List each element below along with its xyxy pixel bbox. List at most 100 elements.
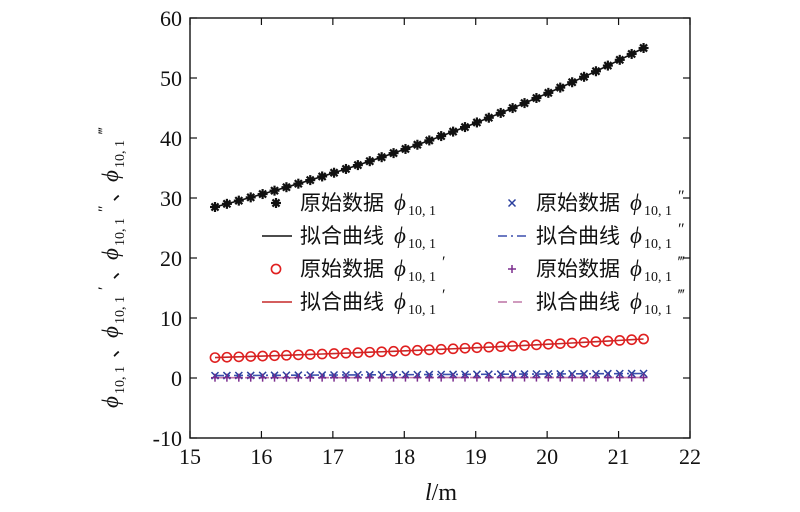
circle-marker [400, 345, 411, 357]
plus-marker [330, 373, 339, 382]
legend-subscript: 10, 1 [644, 303, 672, 318]
plot-frame [189, 17, 691, 439]
y-title-prime: ‴ [96, 127, 113, 134]
legend-label: 拟合曲线 [300, 224, 384, 248]
circle-marker [270, 263, 282, 275]
circle-marker [542, 338, 554, 350]
star-marker [271, 198, 281, 208]
circle-marker [316, 348, 328, 360]
circle-marker [435, 343, 447, 355]
star-marker [590, 66, 601, 77]
plus-marker [425, 373, 434, 382]
circle-marker [447, 343, 459, 355]
legend-subscript: 10, 1 [408, 204, 436, 219]
plot-border [189, 17, 691, 439]
legend-item: 原始数据 ϕ 10, 1 [271, 190, 436, 219]
star-marker [340, 163, 351, 174]
plus-marker [461, 373, 469, 382]
plus-marker [258, 373, 267, 382]
circle-marker [364, 346, 376, 358]
y-title-subscript: 10, 1 [113, 366, 128, 394]
plus-marker [389, 373, 398, 382]
legend-item: 原始数据 ϕ 10, 1 ′ [270, 254, 446, 285]
circle-marker [281, 349, 292, 361]
plus-marker [449, 373, 458, 382]
y-title-subscript: 10, 1 [113, 296, 128, 324]
series-line-1 [214, 47, 644, 208]
plus-marker [556, 373, 565, 382]
plus-marker [496, 373, 505, 382]
legend-prime: ″ [678, 221, 685, 238]
plus-marker [222, 373, 231, 382]
y-title-separator: 、 [99, 337, 123, 358]
legend-item: 原始数据 ϕ 10, 1 ″ [507, 188, 685, 219]
circle-marker [411, 344, 423, 356]
x-marker [639, 369, 648, 378]
legend-prime: ‴ [678, 254, 685, 271]
circle-marker [614, 334, 626, 346]
star-marker [269, 185, 280, 196]
legend-symbol: ϕ [394, 256, 406, 281]
star-marker [602, 60, 613, 71]
legend-item: 拟合曲线 ϕ 10, 1 [262, 223, 436, 252]
star-marker [579, 71, 590, 82]
circle-marker [495, 341, 507, 352]
circle-marker [602, 335, 614, 347]
star-marker [412, 139, 423, 150]
plus-marker [508, 373, 517, 382]
legend-symbol: ϕ [630, 256, 642, 281]
x-tick-label: 15 [179, 444, 201, 469]
plus-marker [627, 373, 636, 382]
series-line-path [214, 47, 644, 208]
y-title-prime: ″ [96, 205, 113, 212]
plus-marker [508, 265, 516, 273]
star-marker [448, 126, 459, 137]
y-axis-title: ϕ10, 1、ϕ10, 1′、ϕ10, 1″、ϕ10, 1‴ [96, 127, 128, 408]
x-tick-label: 21 [608, 444, 630, 469]
circle-marker [328, 348, 340, 359]
x-marker [507, 198, 517, 208]
star-marker [305, 175, 316, 186]
x-tick-label: 18 [393, 444, 415, 469]
plus-marker [413, 373, 422, 382]
plus-marker [282, 373, 291, 382]
x-axis: 15 16 17 18 19 20 21 22 [179, 18, 701, 469]
star-marker [329, 167, 340, 178]
star-marker [519, 98, 530, 109]
legend-label: 原始数据 [536, 191, 620, 215]
plus-marker [484, 373, 493, 382]
legend-prime: ′ [442, 254, 446, 271]
legend-symbol: ϕ [630, 289, 642, 314]
star-marker [376, 152, 387, 163]
plus-marker [377, 373, 386, 382]
plus-marker [568, 373, 577, 382]
x-tick-label: 16 [250, 444, 272, 469]
circle-marker [304, 349, 316, 360]
y-title-subscript: 10, 1 [113, 218, 128, 246]
y-title-symbol: ϕ [98, 326, 123, 338]
plus-marker [246, 373, 255, 382]
legend-prime: ″ [678, 188, 685, 205]
series-line-3 [214, 338, 644, 359]
y-title-separator: 、 [99, 181, 123, 202]
plus-marker [472, 373, 481, 382]
circle-marker [340, 347, 352, 359]
legend-item: 原始数据 ϕ 10, 1 ‴ [508, 254, 685, 285]
series-layer [209, 43, 649, 382]
star-marker [281, 182, 292, 193]
star-marker [483, 112, 494, 123]
star-marker [638, 43, 649, 53]
plus-marker [639, 373, 648, 382]
circle-marker [376, 346, 388, 358]
legend-symbol: ϕ [394, 289, 406, 314]
star-marker [317, 171, 328, 182]
x-tick-label: 22 [679, 444, 701, 469]
star-marker [436, 131, 447, 142]
plus-marker [532, 373, 541, 382]
circle-marker [352, 347, 364, 359]
plus-marker [401, 373, 410, 382]
star-marker [257, 189, 268, 200]
x-axis-title-italic: l [425, 480, 432, 506]
plus-marker [615, 373, 624, 382]
